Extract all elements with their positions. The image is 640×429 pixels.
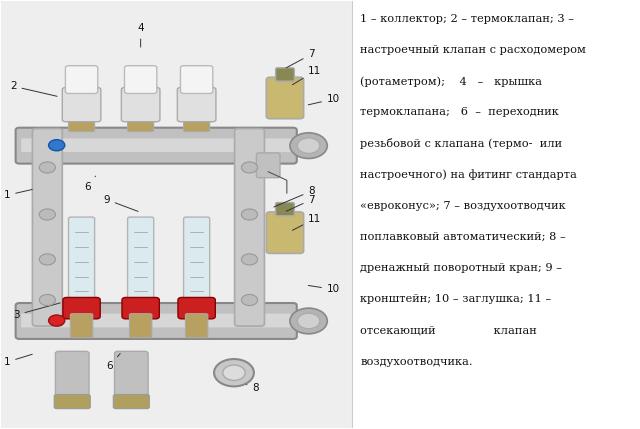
Circle shape <box>241 162 258 173</box>
Text: настроечный клапан с расходомером: настроечный клапан с расходомером <box>360 45 586 55</box>
Text: 11: 11 <box>292 66 321 85</box>
Text: термоклапана;   6  –  переходник: термоклапана; 6 – переходник <box>360 107 559 117</box>
FancyBboxPatch shape <box>54 395 90 409</box>
FancyBboxPatch shape <box>21 139 291 152</box>
Circle shape <box>39 162 56 173</box>
Circle shape <box>214 359 254 387</box>
Text: резьбовой с клапана (термо-  или: резьбовой с клапана (термо- или <box>360 139 563 149</box>
Text: 8: 8 <box>234 380 259 393</box>
Text: поплавковый автоматический; 8 –: поплавковый автоматический; 8 – <box>360 232 566 242</box>
Text: 1: 1 <box>4 190 32 200</box>
Text: отсекающий                клапан: отсекающий клапан <box>360 326 537 335</box>
Circle shape <box>39 254 56 265</box>
FancyBboxPatch shape <box>257 153 280 178</box>
Circle shape <box>298 138 320 153</box>
Text: 6: 6 <box>106 353 120 372</box>
FancyBboxPatch shape <box>129 314 152 338</box>
FancyBboxPatch shape <box>122 88 160 122</box>
Text: 1: 1 <box>4 354 32 367</box>
FancyBboxPatch shape <box>180 66 213 94</box>
Text: дренажный поворотный кран; 9 –: дренажный поворотный кран; 9 – <box>360 263 562 273</box>
Text: 7: 7 <box>286 194 315 211</box>
Text: настроечного) на фитинг стандарта: настроечного) на фитинг стандарта <box>360 169 577 180</box>
Text: 10: 10 <box>308 94 340 105</box>
Text: 3: 3 <box>13 303 60 320</box>
Text: 9: 9 <box>103 194 138 211</box>
FancyBboxPatch shape <box>184 217 210 304</box>
Text: кронштейн; 10 – заглушка; 11 –: кронштейн; 10 – заглушка; 11 – <box>360 294 552 305</box>
Circle shape <box>49 315 65 326</box>
FancyBboxPatch shape <box>68 116 95 132</box>
FancyBboxPatch shape <box>235 129 264 326</box>
FancyBboxPatch shape <box>184 116 210 132</box>
FancyBboxPatch shape <box>178 297 215 319</box>
Circle shape <box>298 313 320 329</box>
FancyBboxPatch shape <box>115 351 148 405</box>
FancyBboxPatch shape <box>276 202 294 216</box>
Circle shape <box>223 365 245 381</box>
Circle shape <box>39 209 56 220</box>
Circle shape <box>39 294 56 305</box>
FancyBboxPatch shape <box>33 129 62 326</box>
FancyBboxPatch shape <box>127 116 154 132</box>
Circle shape <box>49 140 65 151</box>
FancyBboxPatch shape <box>186 314 208 338</box>
Text: 6: 6 <box>84 176 95 192</box>
Text: 1 – коллектор; 2 – термоклапан; 3 –: 1 – коллектор; 2 – термоклапан; 3 – <box>360 14 574 24</box>
Text: «евроконус»; 7 – воздухоотводчик: «евроконус»; 7 – воздухоотводчик <box>360 201 566 211</box>
Circle shape <box>241 209 258 220</box>
FancyBboxPatch shape <box>68 217 95 304</box>
FancyBboxPatch shape <box>113 395 149 409</box>
Circle shape <box>290 133 327 158</box>
FancyBboxPatch shape <box>15 303 297 339</box>
Text: 11: 11 <box>292 214 321 230</box>
Circle shape <box>290 308 327 334</box>
FancyBboxPatch shape <box>125 66 157 94</box>
FancyBboxPatch shape <box>127 217 154 304</box>
FancyBboxPatch shape <box>266 212 303 254</box>
FancyBboxPatch shape <box>21 314 291 327</box>
Text: 4: 4 <box>138 24 144 47</box>
FancyBboxPatch shape <box>266 77 303 119</box>
FancyBboxPatch shape <box>15 128 297 163</box>
FancyBboxPatch shape <box>177 88 216 122</box>
Circle shape <box>241 254 258 265</box>
FancyBboxPatch shape <box>122 297 159 319</box>
FancyBboxPatch shape <box>56 351 89 405</box>
FancyBboxPatch shape <box>65 66 98 94</box>
Circle shape <box>241 294 258 305</box>
Text: (ротаметром);    4   –   крышка: (ротаметром); 4 – крышка <box>360 76 542 87</box>
Bar <box>1 1 352 428</box>
FancyBboxPatch shape <box>63 297 100 319</box>
FancyBboxPatch shape <box>70 314 93 338</box>
FancyBboxPatch shape <box>276 68 294 81</box>
Text: воздухоотводчика.: воздухоотводчика. <box>360 357 473 367</box>
Text: 7: 7 <box>286 49 315 68</box>
Text: 10: 10 <box>308 284 340 294</box>
Text: 8: 8 <box>274 186 315 207</box>
Text: 2: 2 <box>10 81 57 96</box>
FancyBboxPatch shape <box>62 88 101 122</box>
